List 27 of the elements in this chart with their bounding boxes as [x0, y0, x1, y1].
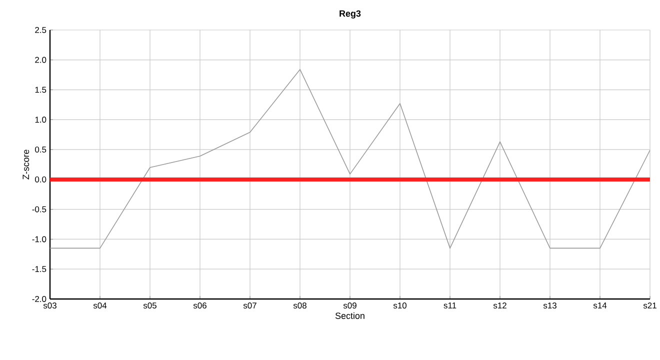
x-tick-label: s03: [43, 302, 56, 309]
x-tick-label: s08: [293, 302, 306, 309]
y-tick-label: -2.0: [32, 296, 46, 302]
x-tick-label: s13: [543, 302, 556, 309]
x-tick-label: s06: [193, 302, 206, 309]
x-axis-title: Section: [335, 312, 364, 319]
chart-title: Reg3: [340, 10, 361, 19]
line-series: [50, 69, 650, 249]
x-tick-label: s07: [243, 302, 256, 309]
y-tick-label: 0.0: [35, 176, 46, 182]
y-tick-label: -1.0: [32, 236, 46, 242]
y-tick-label: -0.5: [32, 206, 46, 212]
y-tick-label: 2.0: [35, 56, 46, 63]
y-axis-title: Z-score: [22, 150, 30, 180]
y-tick-label: 2.5: [35, 27, 46, 33]
x-tick-label: s10: [393, 302, 406, 309]
x-tick-label: s12: [493, 302, 506, 309]
x-tick-label: s05: [143, 302, 156, 309]
y-tick-label: 1.0: [35, 116, 46, 123]
x-tick-label: s14: [593, 302, 607, 308]
x-tick-label: s21: [643, 302, 656, 309]
x-tick-label: s11: [444, 302, 456, 308]
y-tick-label: 1.5: [35, 86, 46, 93]
y-tick-label: 0.5: [35, 146, 46, 153]
x-tick-label: s09: [343, 302, 356, 309]
y-tick-label: -1.5: [32, 266, 46, 272]
x-tick-label: s04: [93, 302, 107, 309]
